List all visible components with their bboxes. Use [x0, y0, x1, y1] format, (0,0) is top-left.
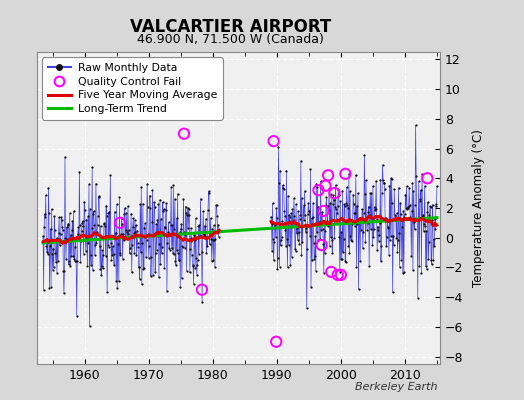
- Point: [318, 242, 326, 248]
- Point: [337, 272, 345, 278]
- Point: [180, 130, 188, 137]
- Y-axis label: Temperature Anomaly (°C): Temperature Anomaly (°C): [472, 129, 485, 287]
- Text: 46.900 N, 71.500 W (Canada): 46.900 N, 71.500 W (Canada): [137, 33, 324, 46]
- Point: [330, 190, 339, 196]
- Point: [321, 182, 330, 189]
- Point: [269, 138, 278, 144]
- Text: VALCARTIER AIRPORT: VALCARTIER AIRPORT: [130, 18, 331, 36]
- Text: Berkeley Earth: Berkeley Earth: [355, 382, 438, 392]
- Point: [198, 286, 206, 293]
- Legend: Raw Monthly Data, Quality Control Fail, Five Year Moving Average, Long-Term Tren: Raw Monthly Data, Quality Control Fail, …: [42, 58, 223, 120]
- Point: [116, 220, 124, 226]
- Point: [324, 172, 332, 178]
- Point: [327, 269, 335, 275]
- Point: [341, 171, 350, 177]
- Point: [320, 208, 328, 214]
- Point: [333, 272, 342, 278]
- Point: [423, 175, 432, 182]
- Point: [272, 338, 280, 345]
- Point: [314, 187, 323, 193]
